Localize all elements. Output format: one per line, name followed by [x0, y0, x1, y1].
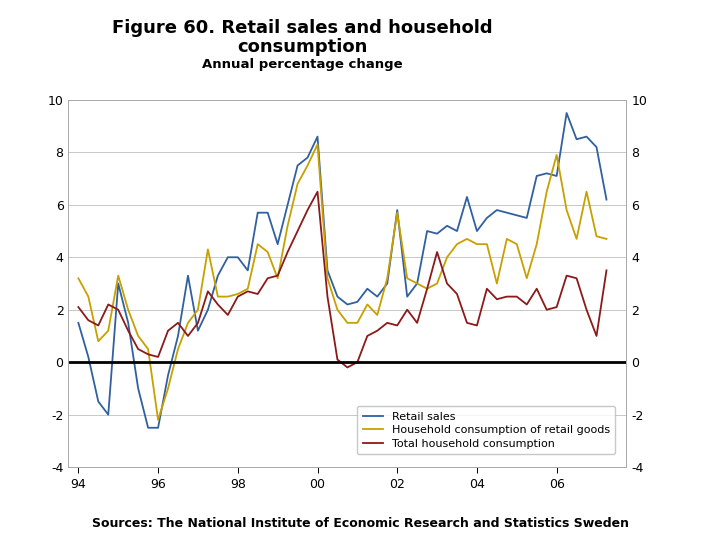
Retail sales	[562, 110, 571, 116]
Retail sales	[403, 293, 412, 300]
Line: Household consumption of retail goods: Household consumption of retail goods	[78, 145, 606, 420]
Total household consumption	[163, 327, 172, 334]
Total household consumption	[274, 272, 282, 279]
Text: Figure 60. Retail sales and household: Figure 60. Retail sales and household	[112, 19, 492, 37]
Household consumption of retail goods	[453, 241, 462, 247]
Line: Total household consumption: Total household consumption	[78, 192, 606, 367]
Household consumption of retail goods	[403, 275, 412, 281]
Retail sales	[443, 222, 451, 229]
Total household consumption	[403, 307, 412, 313]
Total household consumption	[383, 320, 392, 326]
Retail sales	[602, 197, 611, 203]
Total household consumption	[413, 320, 421, 326]
Total household consumption	[313, 188, 322, 195]
Household consumption of retail goods	[283, 222, 292, 229]
Legend: Retail sales, Household consumption of retail goods, Total household consumption: Retail sales, Household consumption of r…	[357, 406, 616, 454]
Total household consumption	[74, 304, 83, 310]
Retail sales	[174, 333, 182, 339]
Text: Annual percentage change: Annual percentage change	[202, 58, 402, 71]
Text: consumption: consumption	[237, 38, 368, 56]
Household consumption of retail goods	[74, 275, 83, 281]
Retail sales	[74, 320, 83, 326]
Total household consumption	[602, 267, 611, 274]
Household consumption of retail goods	[313, 141, 322, 148]
Text: Sources: The National Institute of Economic Research and Statistics Sweden: Sources: The National Institute of Econo…	[91, 517, 629, 530]
Retail sales	[144, 424, 153, 431]
Line: Retail sales: Retail sales	[78, 113, 606, 428]
Retail sales	[283, 201, 292, 208]
Retail sales	[393, 207, 402, 213]
Retail sales	[373, 293, 382, 300]
Household consumption of retail goods	[154, 417, 163, 423]
Household consumption of retail goods	[383, 275, 392, 281]
Household consumption of retail goods	[174, 346, 182, 352]
Total household consumption	[343, 364, 351, 370]
Household consumption of retail goods	[413, 280, 421, 287]
Household consumption of retail goods	[602, 235, 611, 242]
Total household consumption	[453, 291, 462, 297]
